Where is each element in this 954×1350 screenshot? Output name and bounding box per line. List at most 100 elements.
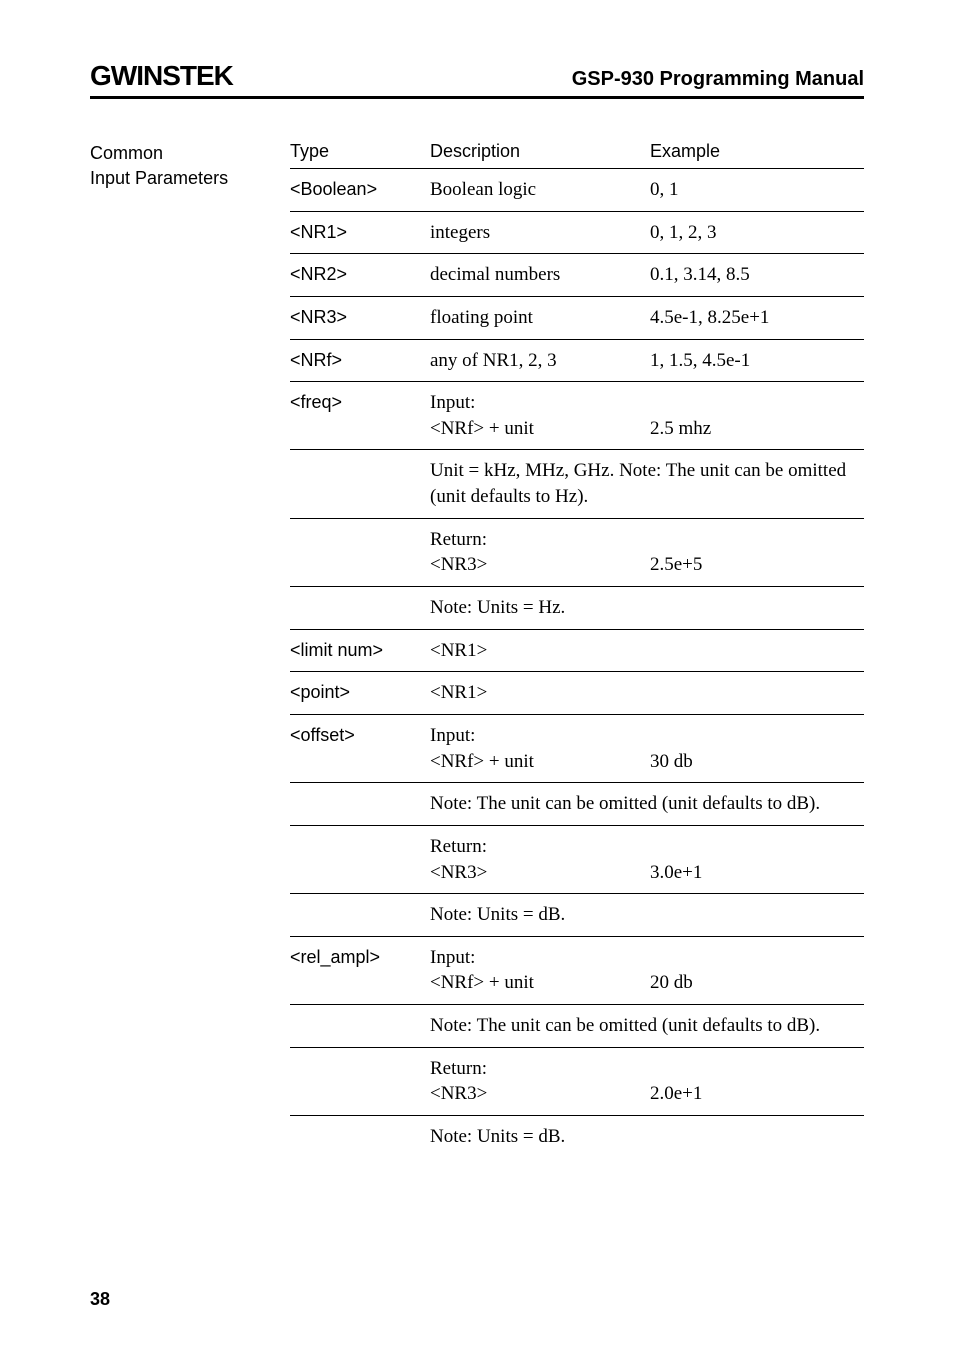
freq-note2: Note: Units = Hz.: [430, 587, 864, 630]
table-row: <NR3> floating point 4.5e-1, 8.25e+1: [290, 296, 864, 339]
col-example: Example: [650, 139, 864, 169]
freq-return-label: Return:: [430, 529, 487, 550]
table-row: <NRf> any of NR1, 2, 3 1, 1.5, 4.5e-1: [290, 339, 864, 382]
cell-empty: [290, 587, 430, 630]
table-row-relampl-note2: Note: Units = dB.: [290, 1116, 864, 1158]
relampl-input-fmt: <NRf> + unit: [430, 972, 534, 993]
freq-input-label: Input:: [430, 392, 475, 413]
cell-type: <freq>: [290, 382, 430, 450]
cell-empty: [290, 894, 430, 937]
cell-type: <NR3>: [290, 296, 430, 339]
cell-type: <offset>: [290, 714, 430, 782]
cell-empty: [290, 1047, 430, 1115]
offset-return-label: Return:: [430, 836, 487, 857]
table-row-point: <point> <NR1>: [290, 672, 864, 715]
relampl-note2: Note: Units = dB.: [430, 1116, 864, 1158]
relampl-return-label: Return:: [430, 1058, 487, 1079]
cell-type: <limit num>: [290, 629, 430, 672]
freq-input-ex: 2.5 mhz: [650, 418, 711, 439]
cell-example: [650, 629, 864, 672]
section-label-line2: Input Parameters: [90, 166, 290, 191]
parameters-table-wrap: Type Description Example <Boolean> Boole…: [290, 139, 864, 1158]
cell-example: 20 db: [650, 936, 864, 1004]
cell-example: 0, 1: [650, 169, 864, 212]
cell-example: 3.0e+1: [650, 825, 864, 893]
cell-type: <NRf>: [290, 339, 430, 382]
table-row-relampl-return: Return: <NR3> 2.0e+1: [290, 1047, 864, 1115]
offset-note1: Note: The unit can be omitted (unit defa…: [430, 783, 864, 826]
cell-type: <NR2>: [290, 254, 430, 297]
offset-input-ex: 30 db: [650, 751, 693, 772]
table-row-relampl-note1: Note: The unit can be omitted (unit defa…: [290, 1005, 864, 1048]
cell-example: 2.5 mhz: [650, 382, 864, 450]
offset-note2: Note: Units = dB.: [430, 894, 864, 937]
cell-empty: [290, 518, 430, 586]
page-header: GWINSTEK GSP-930 Programming Manual: [90, 60, 864, 99]
manual-title: GSP-930 Programming Manual: [572, 68, 864, 91]
cell-empty: [290, 450, 430, 518]
cell-type: <rel_ampl>: [290, 936, 430, 1004]
col-description: Description: [430, 139, 650, 169]
table-row-offset-return: Return: <NR3> 3.0e+1: [290, 825, 864, 893]
table-row-offset-note2: Note: Units = dB.: [290, 894, 864, 937]
cell-desc: Return: <NR3>: [430, 825, 650, 893]
cell-desc: Boolean logic: [430, 169, 650, 212]
table-row-limit: <limit num> <NR1>: [290, 629, 864, 672]
cell-desc: <NR1>: [430, 629, 650, 672]
cell-desc: Input: <NRf> + unit: [430, 382, 650, 450]
cell-desc: Input: <NRf> + unit: [430, 714, 650, 782]
cell-example: 1, 1.5, 4.5e-1: [650, 339, 864, 382]
cell-example: 2.0e+1: [650, 1047, 864, 1115]
freq-note1: Unit = kHz, MHz, GHz. Note: The unit can…: [430, 450, 864, 518]
table-row-offset-note1: Note: The unit can be omitted (unit defa…: [290, 783, 864, 826]
offset-input-label: Input:: [430, 725, 475, 746]
col-type: Type: [290, 139, 430, 169]
cell-example: 0, 1, 2, 3: [650, 211, 864, 254]
cell-empty: [290, 1116, 430, 1158]
cell-example: [650, 672, 864, 715]
relampl-input-ex: 20 db: [650, 972, 693, 993]
table-row: <NR2> decimal numbers 0.1, 3.14, 8.5: [290, 254, 864, 297]
cell-desc: Input: <NRf> + unit: [430, 936, 650, 1004]
table-row-relampl: <rel_ampl> Input: <NRf> + unit 20 db: [290, 936, 864, 1004]
cell-desc: floating point: [430, 296, 650, 339]
offset-input-fmt: <NRf> + unit: [430, 751, 534, 772]
relampl-return-fmt: <NR3>: [430, 1083, 487, 1104]
cell-empty: [290, 1005, 430, 1048]
cell-type: <Boolean>: [290, 169, 430, 212]
brand-logo: GWINSTEK: [90, 60, 233, 92]
table-row-freq: <freq> Input: <NRf> + unit 2.5 mhz: [290, 382, 864, 450]
table-header-row: Type Description Example: [290, 139, 864, 169]
cell-desc: <NR1>: [430, 672, 650, 715]
cell-type: <NR1>: [290, 211, 430, 254]
table-row-offset: <offset> Input: <NRf> + unit 30 db: [290, 714, 864, 782]
cell-desc: decimal numbers: [430, 254, 650, 297]
cell-desc: Return: <NR3>: [430, 1047, 650, 1115]
cell-example: 2.5e+5: [650, 518, 864, 586]
section-label-line1: Common: [90, 141, 290, 166]
page-number: 38: [90, 1289, 110, 1310]
freq-return-fmt: <NR3>: [430, 554, 487, 575]
freq-input-fmt: <NRf> + unit: [430, 418, 534, 439]
table-row-freq-note1: Unit = kHz, MHz, GHz. Note: The unit can…: [290, 450, 864, 518]
cell-desc: any of NR1, 2, 3: [430, 339, 650, 382]
freq-return-ex: 2.5e+5: [650, 554, 702, 575]
relampl-input-label: Input:: [430, 947, 475, 968]
section-label: Common Input Parameters: [90, 139, 290, 1158]
offset-return-ex: 3.0e+1: [650, 862, 702, 883]
table-row: <Boolean> Boolean logic 0, 1: [290, 169, 864, 212]
parameters-table: Type Description Example <Boolean> Boole…: [290, 139, 864, 1158]
table-row-freq-note2: Note: Units = Hz.: [290, 587, 864, 630]
relampl-note1: Note: The unit can be omitted (unit defa…: [430, 1005, 864, 1048]
cell-type: <point>: [290, 672, 430, 715]
cell-desc: Return: <NR3>: [430, 518, 650, 586]
cell-example: 30 db: [650, 714, 864, 782]
content-area: Common Input Parameters Type Description…: [90, 139, 864, 1158]
offset-return-fmt: <NR3>: [430, 862, 487, 883]
cell-desc: integers: [430, 211, 650, 254]
cell-empty: [290, 825, 430, 893]
cell-example: 4.5e-1, 8.25e+1: [650, 296, 864, 339]
table-row-freq-return: Return: <NR3> 2.5e+5: [290, 518, 864, 586]
table-row: <NR1> integers 0, 1, 2, 3: [290, 211, 864, 254]
relampl-return-ex: 2.0e+1: [650, 1083, 702, 1104]
